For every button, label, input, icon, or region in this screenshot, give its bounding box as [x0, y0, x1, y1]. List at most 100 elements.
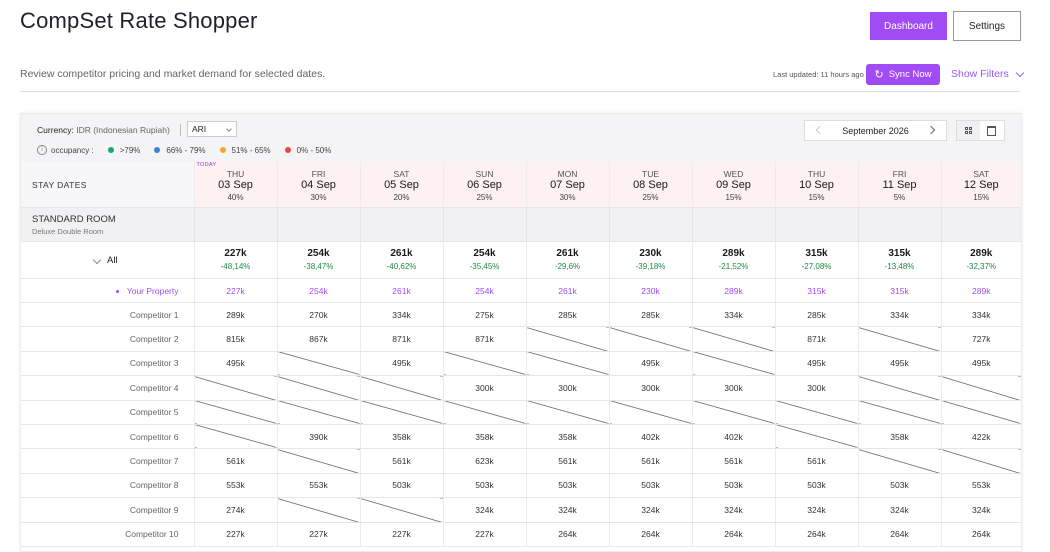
- competitor-row: Competitor 3 495k 495k 495k 495k 495k 495k: [21, 351, 1021, 377]
- page-title: CompSet Rate Shopper: [20, 8, 258, 33]
- rate-cell: 285k: [525, 302, 609, 328]
- summary-cell: 227k -48,14%: [193, 241, 277, 279]
- rate-cell: 390k: [276, 424, 360, 450]
- unavailable-cell: [691, 326, 775, 352]
- rate-cell: 300k: [525, 375, 609, 401]
- rate-cell: 495k: [193, 351, 277, 377]
- summary-cell: 230k -39,18%: [608, 241, 692, 279]
- sync-now-button[interactable]: ↻ Sync Now: [866, 64, 940, 85]
- summary-cell: 261k -40,62%: [359, 241, 443, 279]
- day-of-week: MON: [557, 169, 578, 179]
- rate-cell: 561k: [608, 448, 692, 474]
- current-month: September 2026: [842, 125, 909, 136]
- rate-shopper-panel: Currency: IDR (Indonesian Rupiah) ARI i …: [20, 113, 1022, 552]
- rate-cell: 227k: [193, 522, 277, 547]
- room-row-cell: [940, 207, 1021, 242]
- rate-cell: 561k: [774, 448, 858, 474]
- summary-cell: 261k -29,6%: [525, 241, 609, 279]
- grid-view-button[interactable]: [957, 121, 980, 140]
- rate-type-value: ARI: [192, 124, 207, 134]
- rate-cell: 623k: [442, 448, 526, 474]
- rate-cell: 264k: [857, 522, 941, 547]
- show-filters-toggle[interactable]: Show Filters: [951, 68, 1025, 80]
- day-of-week: SAT: [973, 169, 990, 179]
- status-dot-icon: [154, 147, 161, 153]
- unavailable-cell: [276, 497, 360, 523]
- competitor-row: Competitor 8 553k 553k 503k 503k 503k 503k 503k…: [21, 473, 1021, 499]
- unavailable-cell: [359, 400, 443, 425]
- unavailable-cell: [857, 448, 941, 474]
- room-row-cell: [525, 207, 609, 242]
- rate-cell: 358k: [359, 424, 443, 450]
- rate-cell: 285k: [774, 302, 858, 328]
- date-label: 04 Sep: [301, 179, 336, 191]
- unavailable-cell: [442, 400, 526, 425]
- summary-change: -38,47%: [303, 262, 334, 271]
- summary-rate: 289k: [722, 248, 745, 259]
- dashboard-button[interactable]: Dashboard: [870, 12, 947, 40]
- rate-cell: 553k: [940, 473, 1021, 499]
- unavailable-cell: [857, 400, 941, 425]
- rate-cell: 264k: [691, 522, 775, 547]
- calendar-view-button[interactable]: [980, 121, 1003, 140]
- status-dot-icon: [284, 147, 291, 153]
- unavailable-cell: [276, 351, 360, 377]
- unavailable-cell: [691, 400, 775, 425]
- competitor-row: Competitor 7 561k 561k 623k 561k 561k 561k 561k: [21, 448, 1021, 474]
- rate-cell: 561k: [193, 448, 277, 474]
- next-month-icon[interactable]: [926, 125, 936, 135]
- sync-icon: ↻: [874, 69, 884, 81]
- rate-cell: 495k: [940, 351, 1021, 377]
- prev-month-icon[interactable]: [815, 125, 825, 135]
- competitor-label: Competitor 1: [21, 302, 194, 328]
- date-header[interactable]: TODAY THU 03 Sep 40%: [193, 162, 277, 208]
- summary-change: -39,18%: [635, 262, 666, 271]
- rate-cell: 324k: [608, 497, 692, 523]
- all-toggle[interactable]: All: [21, 241, 194, 279]
- unavailable-cell: [857, 326, 941, 352]
- legend-label: 66% - 79%: [166, 145, 206, 155]
- competitor-row: Competitor 9 274k 324k 324k 324k 324k 324k 324k…: [21, 497, 1021, 523]
- rate-cell: 334k: [857, 302, 941, 328]
- day-of-week: THU: [807, 169, 826, 179]
- rate-cell: 227k: [276, 522, 360, 547]
- rate-cell: 495k: [857, 351, 941, 377]
- your-property-name: Your Property: [126, 285, 179, 296]
- rate-cell: 503k: [857, 473, 941, 499]
- occupancy-value: 30%: [310, 193, 327, 202]
- legend-item: >79%: [107, 146, 140, 155]
- unavailable-cell: [857, 375, 941, 401]
- unavailable-cell: [608, 400, 692, 425]
- settings-button[interactable]: Settings: [953, 11, 1021, 41]
- rate-type-select[interactable]: ARI: [187, 121, 237, 137]
- date-label: 09 Sep: [716, 179, 751, 191]
- unavailable-cell: [193, 375, 277, 401]
- day-of-week: SUN: [475, 169, 494, 179]
- day-of-week: FRI: [892, 169, 907, 179]
- date-label: 12 Sep: [963, 179, 999, 191]
- bullet-icon: [115, 289, 119, 293]
- rate-cell: 227k: [442, 522, 526, 547]
- room-row-cell: [608, 207, 692, 242]
- summary-rate: 315k: [805, 248, 828, 259]
- competitor-label: Competitor 8: [21, 473, 194, 499]
- rate-cell: 358k: [442, 424, 526, 450]
- occupancy-value: 20%: [393, 193, 410, 202]
- rate-cell: 495k: [359, 351, 443, 377]
- unavailable-cell: [276, 375, 360, 401]
- unavailable-cell: [525, 351, 609, 377]
- date-label: 08 Sep: [633, 179, 668, 191]
- info-icon: i: [37, 145, 47, 155]
- summary-change: -48,14%: [220, 262, 251, 271]
- unavailable-cell: [276, 400, 360, 425]
